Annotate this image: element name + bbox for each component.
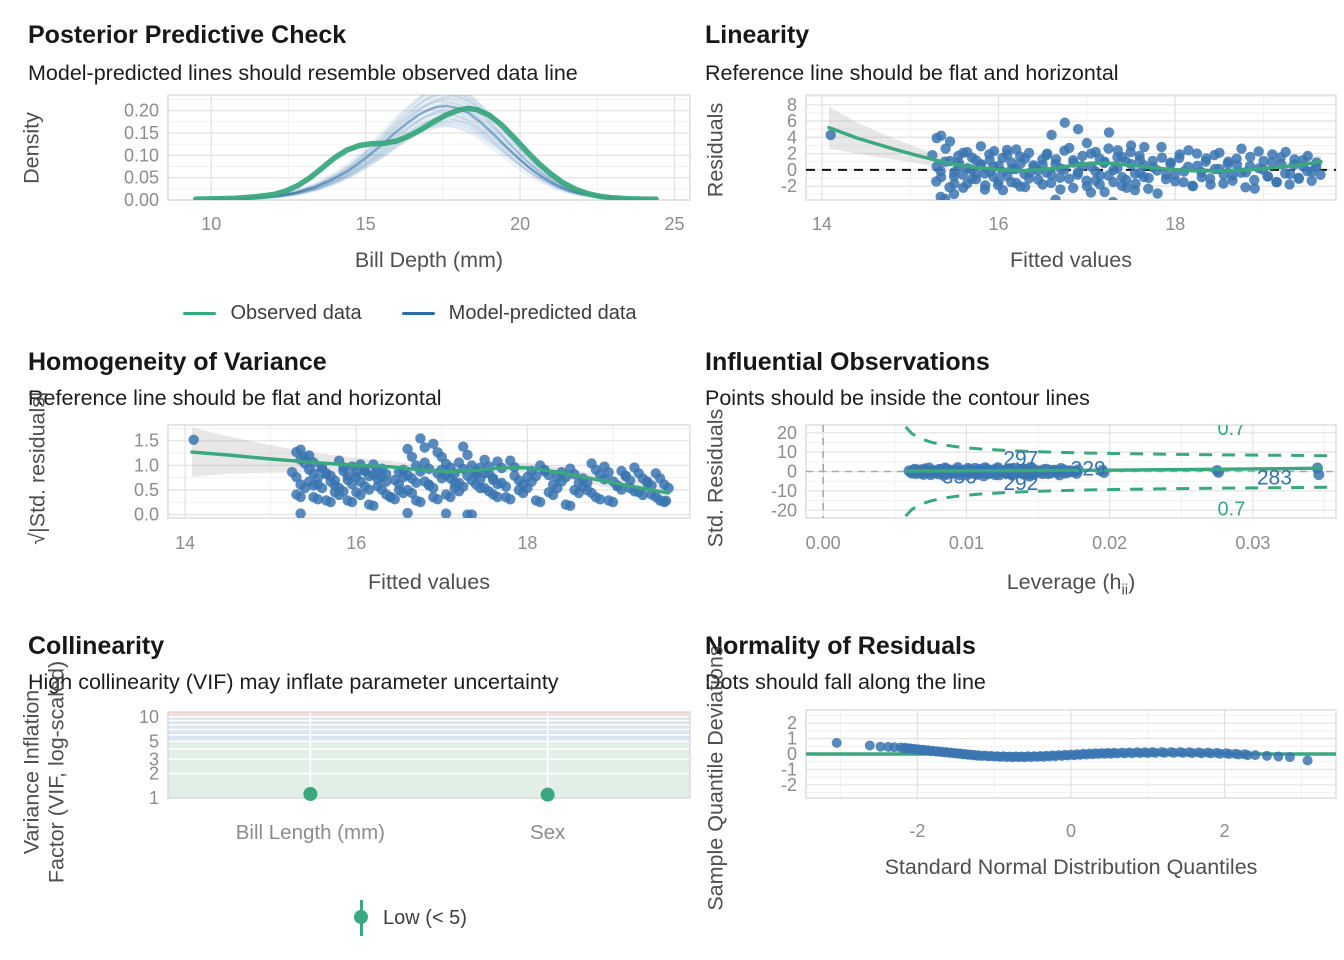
svg-text:-2: -2 [781,775,797,795]
linearity-subtitle: Reference line should be flat and horizo… [705,61,1119,85]
qq-subtitle: Dots should fall along the line [705,670,986,694]
svg-text:1.0: 1.0 [134,455,159,475]
svg-text:10: 10 [777,442,797,462]
svg-text:2: 2 [149,764,159,784]
svg-text:15: 15 [356,214,376,234]
svg-text:-1: -1 [781,759,797,779]
predicted-label: Model-predicted data [448,302,637,324]
svg-text:1.5: 1.5 [134,431,159,451]
svg-text:0.5: 0.5 [134,480,159,500]
svg-text:10: 10 [201,214,221,234]
linearity-xlabel: Fitted values [1010,248,1132,272]
svg-text:0: 0 [1066,821,1076,841]
svg-text:16: 16 [989,214,1009,234]
svg-text:0.05: 0.05 [124,168,159,188]
svg-text:14: 14 [812,214,832,234]
ppc-title: Posterior Predictive Check [28,21,347,49]
svg-text:-20: -20 [771,500,797,520]
panel-collinearity-marks: 10 532 1 Bill Length (mm) Sex [139,707,691,844]
svg-text:1: 1 [149,788,159,808]
legend-item-low-vif: Low (< 5) [353,898,467,938]
svg-text:6: 6 [787,111,797,131]
panel-influential-marks: 3362973292922830.70.7 [806,418,1336,520]
homogeneity-title: Homogeneity of Variance [28,348,327,376]
svg-text:0.02: 0.02 [1092,533,1127,553]
homogeneity-subtitle: Reference line should be flat and horizo… [28,386,442,410]
legend-item-observed: Observed data [183,302,362,325]
legend-item-predicted: Model-predicted data [401,302,637,325]
collinearity-ylabel: Variance Inflation Factor (VIF, log-scal… [19,660,68,884]
svg-text:-2: -2 [909,821,925,841]
svg-text:0: 0 [787,160,797,180]
panel-ppc-marks [193,95,659,200]
pointrange-glyph [353,898,369,938]
observed-label: Observed data [230,302,362,324]
homogeneity-xlabel: Fitted values [368,570,490,594]
ppc-xlabel: Bill Depth (mm) [354,248,504,272]
svg-text:Bill Length (mm): Bill Length (mm) [236,821,385,844]
influential-subtitle: Points should be inside the contour line… [705,386,1090,410]
linearity-title: Linearity [705,21,810,49]
low-vif-label: Low (< 5) [383,906,467,929]
predicted-line-swatch [401,311,435,316]
panel-qq-frame: 210-1-2-2 0 2 [781,709,1337,841]
qq-ylabel: Sample Quantile Deviations [703,645,728,911]
svg-text:2: 2 [787,713,797,733]
panel-homogeneity-marks [188,427,674,518]
collinearity-title: Collinearity [28,632,165,660]
svg-text:0.00: 0.00 [806,533,841,553]
svg-text:0: 0 [787,462,797,482]
svg-text:3: 3 [149,749,159,769]
svg-text:0.00: 0.00 [124,190,159,210]
linearity-ylabel: Residuals [703,102,728,198]
svg-text:25: 25 [665,214,685,234]
svg-text:1: 1 [787,729,797,749]
svg-text:16: 16 [346,533,366,553]
svg-text:18: 18 [517,533,537,553]
svg-text:-10: -10 [771,481,797,501]
svg-text:20: 20 [777,423,797,443]
panel-qq-marks [806,737,1336,766]
ppc-subtitle: Model-predicted lines should resemble ob… [28,61,578,85]
collinearity-subtitle: High collinearity (VIF) may inflate para… [28,670,559,694]
svg-text:0.15: 0.15 [124,123,159,143]
svg-text:2: 2 [1220,821,1230,841]
ppc-legend: Observed data Model-predicted data [130,302,690,325]
svg-text:0.0: 0.0 [134,505,159,525]
svg-text:0.01: 0.01 [949,533,984,553]
svg-text:0: 0 [787,744,797,764]
influential-title: Influential Observations [705,348,990,376]
homogeneity-ylabel: √|Std. residuals| [25,391,50,545]
panel-linearity-marks [806,106,1336,200]
svg-text:0.03: 0.03 [1235,533,1270,553]
observed-line-swatch [183,311,217,316]
svg-text:14: 14 [175,533,195,553]
svg-text:18: 18 [1165,214,1185,234]
svg-text:8: 8 [787,95,797,115]
svg-text:10: 10 [139,707,159,727]
svg-text:-2: -2 [781,176,797,196]
svg-text:329: 329 [1071,458,1106,481]
vif-legend: Low (< 5) [130,898,690,938]
svg-text:20: 20 [510,214,530,234]
svg-text:0.7: 0.7 [1218,418,1246,440]
qq-xlabel: Standard Normal Distribution Quantiles [884,855,1258,879]
panel-ppc-frame: 0.200.150.10 0.050.00 10 15 20 25 [124,94,691,234]
svg-text:0.7: 0.7 [1218,498,1246,520]
svg-text:0.20: 0.20 [124,101,159,121]
influential-ylabel: Std. Residuals [703,408,728,548]
svg-text:0.10: 0.10 [124,145,159,165]
ppc-ylabel: Density [19,112,44,184]
svg-text:5: 5 [149,731,159,751]
influential-xlabel: Leverage (hii) [1006,570,1136,599]
svg-text:2: 2 [787,144,797,164]
svg-text:292: 292 [1003,472,1038,495]
svg-text:Sex: Sex [530,821,566,844]
svg-text:4: 4 [787,127,797,147]
svg-text:283: 283 [1257,467,1292,490]
svg-text:297: 297 [1003,447,1038,470]
qq-title: Normality of Residuals [705,632,976,660]
